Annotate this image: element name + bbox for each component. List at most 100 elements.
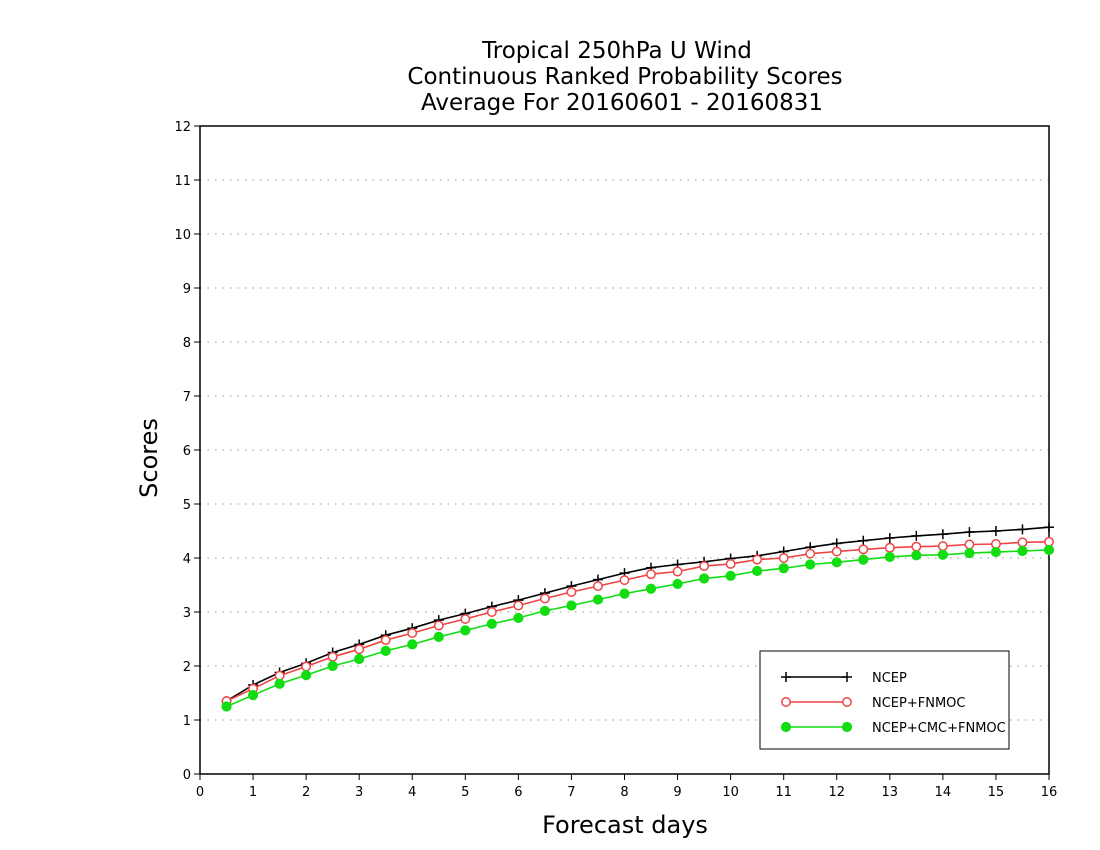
y-tick-label: 0 (183, 768, 191, 783)
legend-marker (781, 672, 791, 682)
y-tick-label: 3 (183, 606, 191, 621)
data-point-series-2 (884, 551, 895, 563)
y-tick-label: 9 (183, 282, 191, 297)
x-tick-label: 6 (514, 785, 522, 800)
data-point-series-1 (274, 670, 285, 681)
data-point-series-2 (301, 670, 312, 681)
legend-marker (842, 697, 852, 707)
data-point-series-0 (911, 530, 922, 541)
data-point-series-2 (327, 660, 338, 672)
chart-title-line-1: Tropical 250hPa U Wind (481, 38, 752, 64)
data-point-series-1 (460, 614, 471, 624)
legend-marker (842, 672, 852, 682)
data-point-series-2 (1043, 544, 1055, 556)
data-point-series-0 (1044, 522, 1054, 533)
data-point-series-1 (301, 661, 312, 672)
legend-marker (841, 721, 853, 733)
x-tick-label: 5 (461, 785, 469, 800)
data-point-series-1 (407, 628, 418, 639)
legend-label: NCEP+CMC+FNMOC (872, 721, 1006, 736)
data-point-series-0 (964, 527, 975, 538)
data-point-series-2 (592, 594, 604, 605)
x-tick-label: 14 (935, 785, 952, 800)
data-point-series-1 (593, 581, 603, 592)
legend-marker (781, 697, 791, 707)
data-point-series-1 (990, 539, 1001, 549)
data-point-series-1 (778, 553, 789, 563)
data-point-series-2 (274, 678, 285, 689)
data-point-series-2 (619, 588, 630, 599)
legend: NCEP NCEP+FNMOC NCEP+CMC+FNMOC (759, 650, 1010, 750)
data-point-series-2 (1017, 545, 1028, 557)
data-point-series-0 (937, 529, 948, 540)
data-point-series-0 (858, 535, 869, 546)
data-point-series-2 (645, 583, 657, 594)
x-tick-label: 9 (673, 785, 681, 800)
data-point-series-0 (990, 526, 1001, 536)
y-tick-label: 11 (174, 174, 191, 189)
x-tick-label: 8 (620, 785, 628, 800)
x-axis-label: Forecast days (542, 811, 708, 839)
data-point-series-1 (725, 558, 736, 569)
y-tick-label: 10 (174, 228, 191, 243)
data-point-series-1 (1017, 537, 1028, 548)
data-point-series-1 (327, 651, 338, 662)
data-point-series-1 (858, 544, 869, 555)
legend-box (759, 650, 1010, 750)
series-layer (221, 522, 1055, 712)
data-point-series-2 (805, 559, 816, 570)
x-tick-label: 11 (775, 785, 792, 800)
y-axis-label: Scores (135, 418, 163, 498)
data-point-series-2 (566, 600, 577, 611)
data-point-series-2 (831, 557, 842, 568)
data-point-series-2 (513, 612, 524, 624)
y-tick-label: 7 (183, 390, 191, 405)
data-point-series-2 (247, 690, 259, 701)
data-point-series-2 (858, 554, 869, 565)
data-point-series-2 (407, 639, 418, 650)
x-tick-label: 10 (722, 785, 739, 800)
x-tick-label: 12 (828, 785, 845, 800)
data-point-series-2 (433, 631, 444, 642)
y-tick-label: 8 (183, 336, 191, 351)
x-tick-label: 2 (302, 785, 310, 800)
data-point-series-1 (646, 569, 656, 580)
data-point-series-2 (964, 548, 975, 559)
y-tick-label: 5 (183, 498, 191, 513)
y-tick-label: 2 (183, 660, 191, 675)
data-point-series-2 (911, 550, 922, 561)
x-tick-label: 0 (196, 785, 204, 800)
data-point-series-1 (964, 539, 975, 550)
data-point-series-0 (884, 533, 895, 544)
data-point-series-1 (805, 548, 816, 559)
x-tick-label: 3 (355, 785, 363, 800)
y-tick-label: 12 (174, 120, 191, 135)
data-point-series-2 (380, 645, 391, 656)
data-point-series-1 (513, 600, 524, 611)
data-point-series-2 (486, 618, 497, 629)
data-point-series-2 (990, 546, 1002, 558)
data-point-series-1 (539, 593, 550, 604)
chart-title-line-3: Average For 20160601 - 20160831 (421, 90, 823, 116)
data-point-series-2 (672, 578, 683, 590)
data-point-series-1 (486, 607, 497, 617)
data-point-series-1 (937, 541, 948, 552)
data-point-series-2 (698, 573, 710, 584)
data-point-series-2 (354, 653, 365, 665)
y-tick-label: 4 (183, 552, 191, 567)
grid-lines (200, 179, 1049, 721)
data-point-series-2 (725, 570, 736, 581)
data-point-series-2 (937, 549, 948, 560)
legend-marker (780, 721, 792, 733)
y-tick-label: 6 (183, 444, 191, 459)
data-point-series-1 (380, 635, 391, 646)
data-point-series-2 (221, 701, 232, 712)
x-tick-label: 13 (882, 785, 899, 800)
data-point-series-1 (699, 561, 710, 572)
x-axis: 0 1 2 3 4 5 6 7 8 9 10 11 12 13 14 15 16 (196, 774, 1057, 800)
data-point-series-2 (752, 565, 763, 577)
y-tick-label: 1 (183, 714, 191, 729)
x-tick-label: 1 (249, 785, 257, 800)
